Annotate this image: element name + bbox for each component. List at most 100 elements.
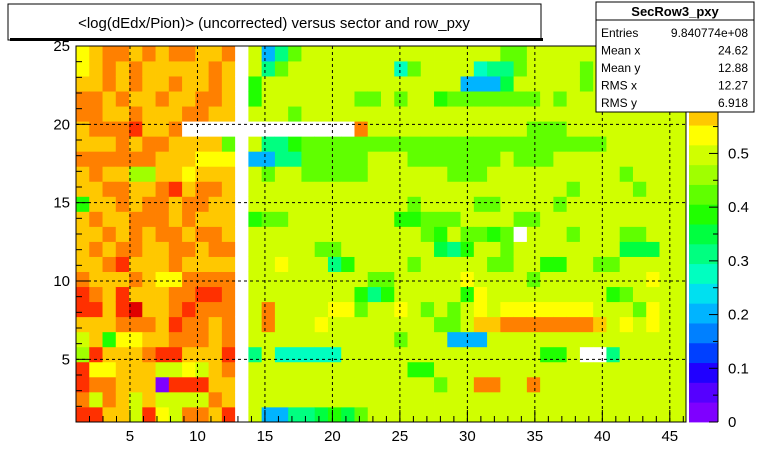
- heatmap-cell: [540, 121, 554, 137]
- heatmap-cell: [540, 181, 554, 197]
- heatmap-cell: [394, 271, 408, 288]
- heatmap-cell: [606, 331, 621, 348]
- heatmap-cell: [235, 226, 249, 242]
- heatmap-cell: [168, 91, 183, 107]
- heatmap-cell: [394, 166, 408, 182]
- heatmap-cell: [115, 346, 130, 363]
- heatmap-cell: [593, 181, 607, 197]
- heatmap-cell: [314, 196, 329, 212]
- heatmap-cell: [195, 346, 210, 363]
- heatmap-cell: [473, 316, 488, 333]
- heatmap-cell: [367, 301, 382, 318]
- heatmap-cell: [407, 136, 422, 152]
- heatmap-cell: [76, 136, 90, 152]
- heatmap-cell: [526, 391, 541, 408]
- heatmap-cell: [155, 106, 170, 122]
- heatmap-cell: [182, 136, 196, 152]
- heatmap-cell: [208, 166, 223, 182]
- color-scale-label: 0.1: [728, 360, 749, 377]
- heatmap-cell: [235, 241, 249, 257]
- heatmap-cell: [182, 226, 196, 242]
- heatmap-cell: [261, 271, 276, 288]
- heatmap-cell: [261, 331, 276, 348]
- color-scale-band: [689, 382, 718, 403]
- heatmap-cell: [646, 391, 660, 408]
- heatmap-cell: [341, 286, 355, 303]
- heatmap-cell: [115, 196, 130, 212]
- heatmap-cell: [579, 346, 594, 363]
- heatmap-cell: [341, 46, 355, 62]
- heatmap-cell: [447, 181, 461, 197]
- color-scale-band: [689, 303, 718, 324]
- heatmap-cell: [606, 406, 621, 423]
- heatmap-cell: [367, 196, 382, 212]
- heatmap-cell: [314, 301, 329, 318]
- heatmap-cell: [235, 271, 249, 288]
- heatmap-cell: [487, 406, 501, 423]
- heatmap-cell: [526, 76, 541, 92]
- heatmap-cell: [129, 271, 143, 288]
- heatmap-cell: [367, 331, 382, 348]
- heatmap-cell: [208, 151, 223, 167]
- heatmap-cell: [221, 76, 236, 92]
- x-tick-label: 35: [527, 428, 544, 445]
- heatmap-cell: [89, 106, 103, 122]
- heatmap-cell: [142, 181, 156, 197]
- heatmap-cell: [341, 391, 355, 408]
- heatmap-cell: [301, 211, 316, 227]
- heatmap-cell: [142, 301, 156, 318]
- heatmap-cell: [632, 226, 647, 242]
- heatmap-cell: [420, 316, 435, 333]
- y-tick-label: 25: [53, 38, 70, 55]
- heatmap-cell: [168, 361, 183, 378]
- heatmap-cell: [593, 151, 607, 167]
- heatmap-cell: [195, 226, 210, 242]
- heatmap-cell: [274, 241, 289, 257]
- heatmap-cell: [473, 46, 488, 62]
- heatmap-cell: [460, 91, 475, 107]
- heatmap-cell: [553, 181, 568, 197]
- heatmap-cell: [434, 181, 448, 197]
- heatmap-cell: [354, 316, 369, 333]
- heatmap-cell: [473, 376, 488, 393]
- heatmap-cell: [195, 301, 210, 318]
- heatmap-cell: [579, 151, 594, 167]
- heatmap-cell: [566, 46, 581, 62]
- heatmap-cell: [672, 226, 687, 242]
- heatmap-cell: [168, 331, 183, 348]
- heatmap-cell: [129, 61, 143, 77]
- heatmap-cell: [155, 46, 170, 62]
- heatmap-cell: [89, 271, 103, 288]
- heatmap-cell: [460, 301, 475, 318]
- heatmap-cell: [235, 91, 249, 107]
- heatmap-cell: [327, 376, 342, 393]
- heatmap-cell: [261, 226, 276, 242]
- heatmap-cell: [487, 376, 501, 393]
- heatmap-cell: [301, 61, 316, 77]
- heatmap-cell: [208, 346, 223, 363]
- heatmap-cell: [115, 271, 130, 288]
- heatmap-cell: [566, 166, 581, 182]
- x-tick-label: 15: [257, 428, 274, 445]
- heatmap-cell: [381, 196, 395, 212]
- heatmap-cell: [500, 211, 515, 227]
- heatmap-cell: [500, 361, 515, 378]
- color-scale-band: [689, 243, 718, 265]
- heatmap-cell: [301, 256, 316, 272]
- heatmap-cell: [288, 331, 302, 348]
- heatmap-cell: [195, 376, 210, 393]
- heatmap-cell: [606, 181, 621, 197]
- heatmap-cell: [434, 286, 448, 303]
- heatmap-cell: [341, 226, 355, 242]
- heatmap-cell: [89, 286, 103, 303]
- heatmap-cell: [89, 46, 103, 62]
- heatmap-cell: [632, 211, 647, 227]
- heatmap-cell: [301, 226, 316, 242]
- heatmap-cell: [235, 46, 249, 62]
- heatmap-cell: [76, 76, 90, 92]
- heatmap-cell: [195, 151, 210, 167]
- heatmap-cell: [487, 211, 501, 227]
- heatmap-cell: [288, 136, 302, 152]
- heatmap-cell: [447, 76, 461, 92]
- heatmap-cell: [314, 271, 329, 288]
